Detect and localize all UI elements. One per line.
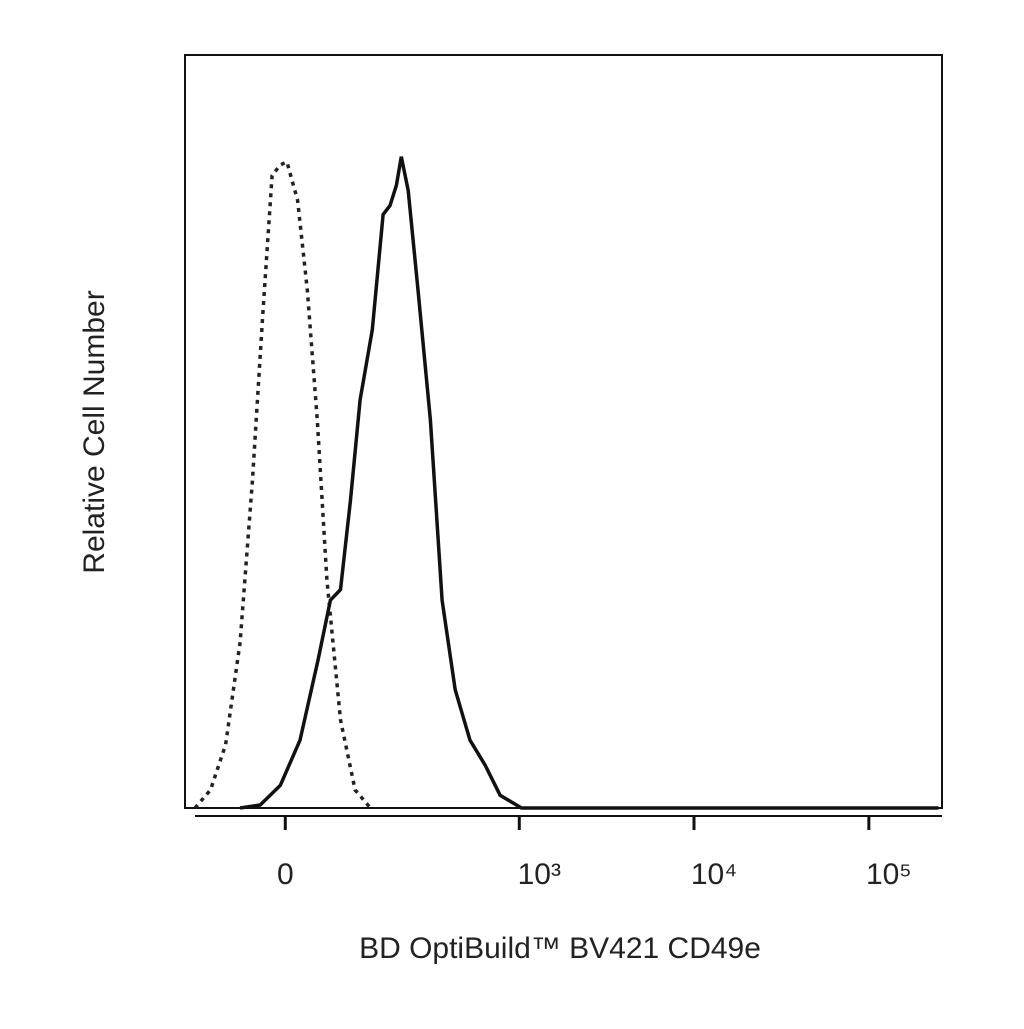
y-axis-label: Relative Cell Number [78,290,111,573]
plot-frame [184,54,943,809]
x-tick-label: 10⁴ [691,858,737,891]
histogram-line [239,156,939,810]
x-tick-label: 10⁵ [866,858,912,891]
x-tick-label: 10³ [518,858,561,891]
x-axis-label: BD OptiBuild™ BV421 CD49e [359,932,761,965]
histogram-line [193,159,372,810]
x-tick-label: 0 [277,858,294,891]
